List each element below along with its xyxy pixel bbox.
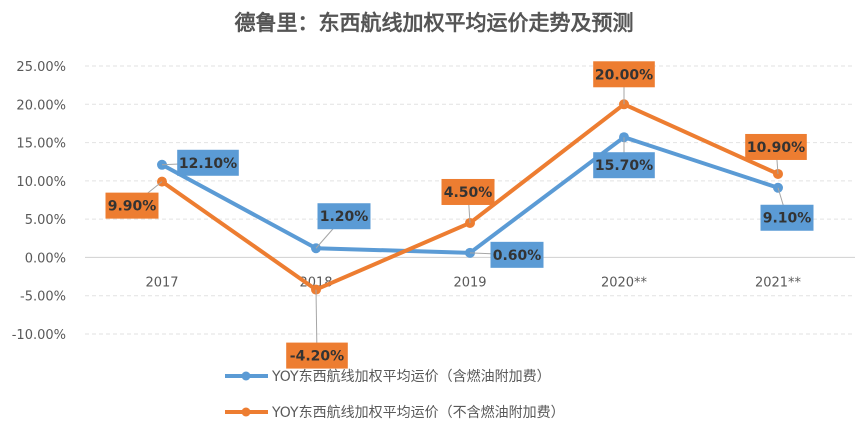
data-label-box [593,61,655,88]
y-tick-label: 0.00% [25,251,66,266]
data-label-box [490,241,544,268]
y-tick-label: 5.00% [25,213,66,228]
y-tick-label: 25.00% [16,60,66,75]
data-label-box [105,192,159,219]
data-label: 12.10% [179,156,237,172]
y-tick-label: -5.00% [20,290,66,305]
legend-label: YOY东西航线加权平均运价（含燃油附加费） [271,368,551,385]
data-label-box [286,342,348,369]
y-tick-label: 10.00% [16,175,66,190]
y-tick-label: 15.00% [16,137,66,152]
x-tick-label: 2021** [755,275,802,290]
data-label-box [317,203,371,230]
y-tick-label: 20.00% [16,98,66,113]
x-tick-label: 2019 [453,275,486,290]
x-tick-label: 2020** [601,275,648,290]
y-tick-label: -10.00% [12,328,66,343]
legend-marker [241,371,251,381]
data-label: 0.60% [493,248,542,264]
legend: YOY东西航线加权平均运价（含燃油附加费） YOY东西航线加权平均运价（不含燃油附… [225,368,565,421]
x-axis: 2017 2018 2019 2020** 2021** [145,275,801,290]
data-label-box [441,178,495,205]
data-labels: 12.10% 1.20% 0.60% 15.70% 9.10% 9.90% -4.20% 4.… [105,61,814,369]
y-axis: -10.00% -5.00% 0.00% 5.00% 10.00% 15.00% 20.00… [12,60,66,343]
legend-marker [241,407,251,417]
data-label: 20.00% [595,67,653,83]
data-label: -4.20% [290,349,344,365]
data-label-box [745,133,807,160]
data-label: 4.50% [444,185,493,201]
data-label-box [593,152,655,179]
data-label: 1.20% [320,209,369,225]
chart-title: 德鲁里：东西航线加权平均运价走势及预测 [235,11,634,35]
x-tick-label: 2017 [145,275,178,290]
data-label: 9.90% [108,199,157,215]
data-label-box [760,204,814,231]
legend-label: YOY东西航线加权平均运价（不含燃油附加费） [271,404,565,421]
data-label: 15.70% [595,158,653,174]
data-label: 9.10% [763,211,812,227]
data-label: 10.90% [747,140,805,156]
data-label-box [177,149,239,176]
